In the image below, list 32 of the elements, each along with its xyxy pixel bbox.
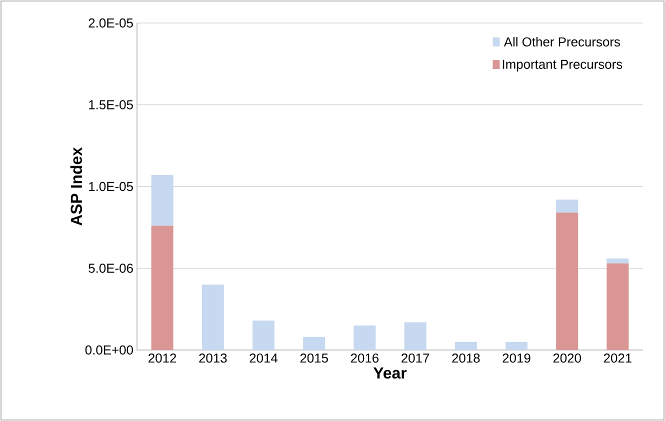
bar: [151, 175, 174, 226]
y-tick-label: 0.0E+00: [85, 345, 133, 355]
legend-label: All Other Precursors: [504, 36, 620, 46]
x-tick-label: 2018: [452, 354, 480, 363]
bar: [354, 325, 376, 350]
bar: [202, 284, 224, 350]
x-axis-title: Year: [373, 368, 407, 379]
bar: [252, 320, 274, 350]
y-tick-label: 5.0E-06: [88, 264, 133, 273]
legend-label: Important Precursors: [502, 60, 622, 72]
x-tick-label: 2017: [402, 354, 430, 363]
x-tick-label: 2019: [502, 354, 530, 363]
x-tick-label: 2012: [148, 354, 176, 363]
bar: [556, 200, 578, 213]
bar: [606, 258, 629, 264]
x-tick-label: 2020: [553, 354, 581, 363]
x-tick-label: 2015: [300, 354, 328, 363]
bar: [556, 212, 578, 350]
y-tick-label: 2.0E-05: [88, 18, 133, 28]
bar: [404, 322, 426, 350]
bar: [454, 342, 477, 350]
y-tick-label: 1.0E-05: [89, 182, 133, 192]
bar: [506, 342, 528, 350]
x-tick-label: 2016: [350, 354, 379, 363]
bar: [151, 226, 174, 350]
x-tick-label: 2014: [250, 354, 278, 363]
bar: [303, 336, 326, 350]
y-tick-label: 1.5E-05: [89, 100, 133, 110]
bar: [606, 263, 629, 350]
x-tick-label: 2013: [199, 354, 227, 363]
x-tick-label: 2021: [604, 354, 632, 363]
y-axis-title: ASP Index: [70, 147, 82, 226]
